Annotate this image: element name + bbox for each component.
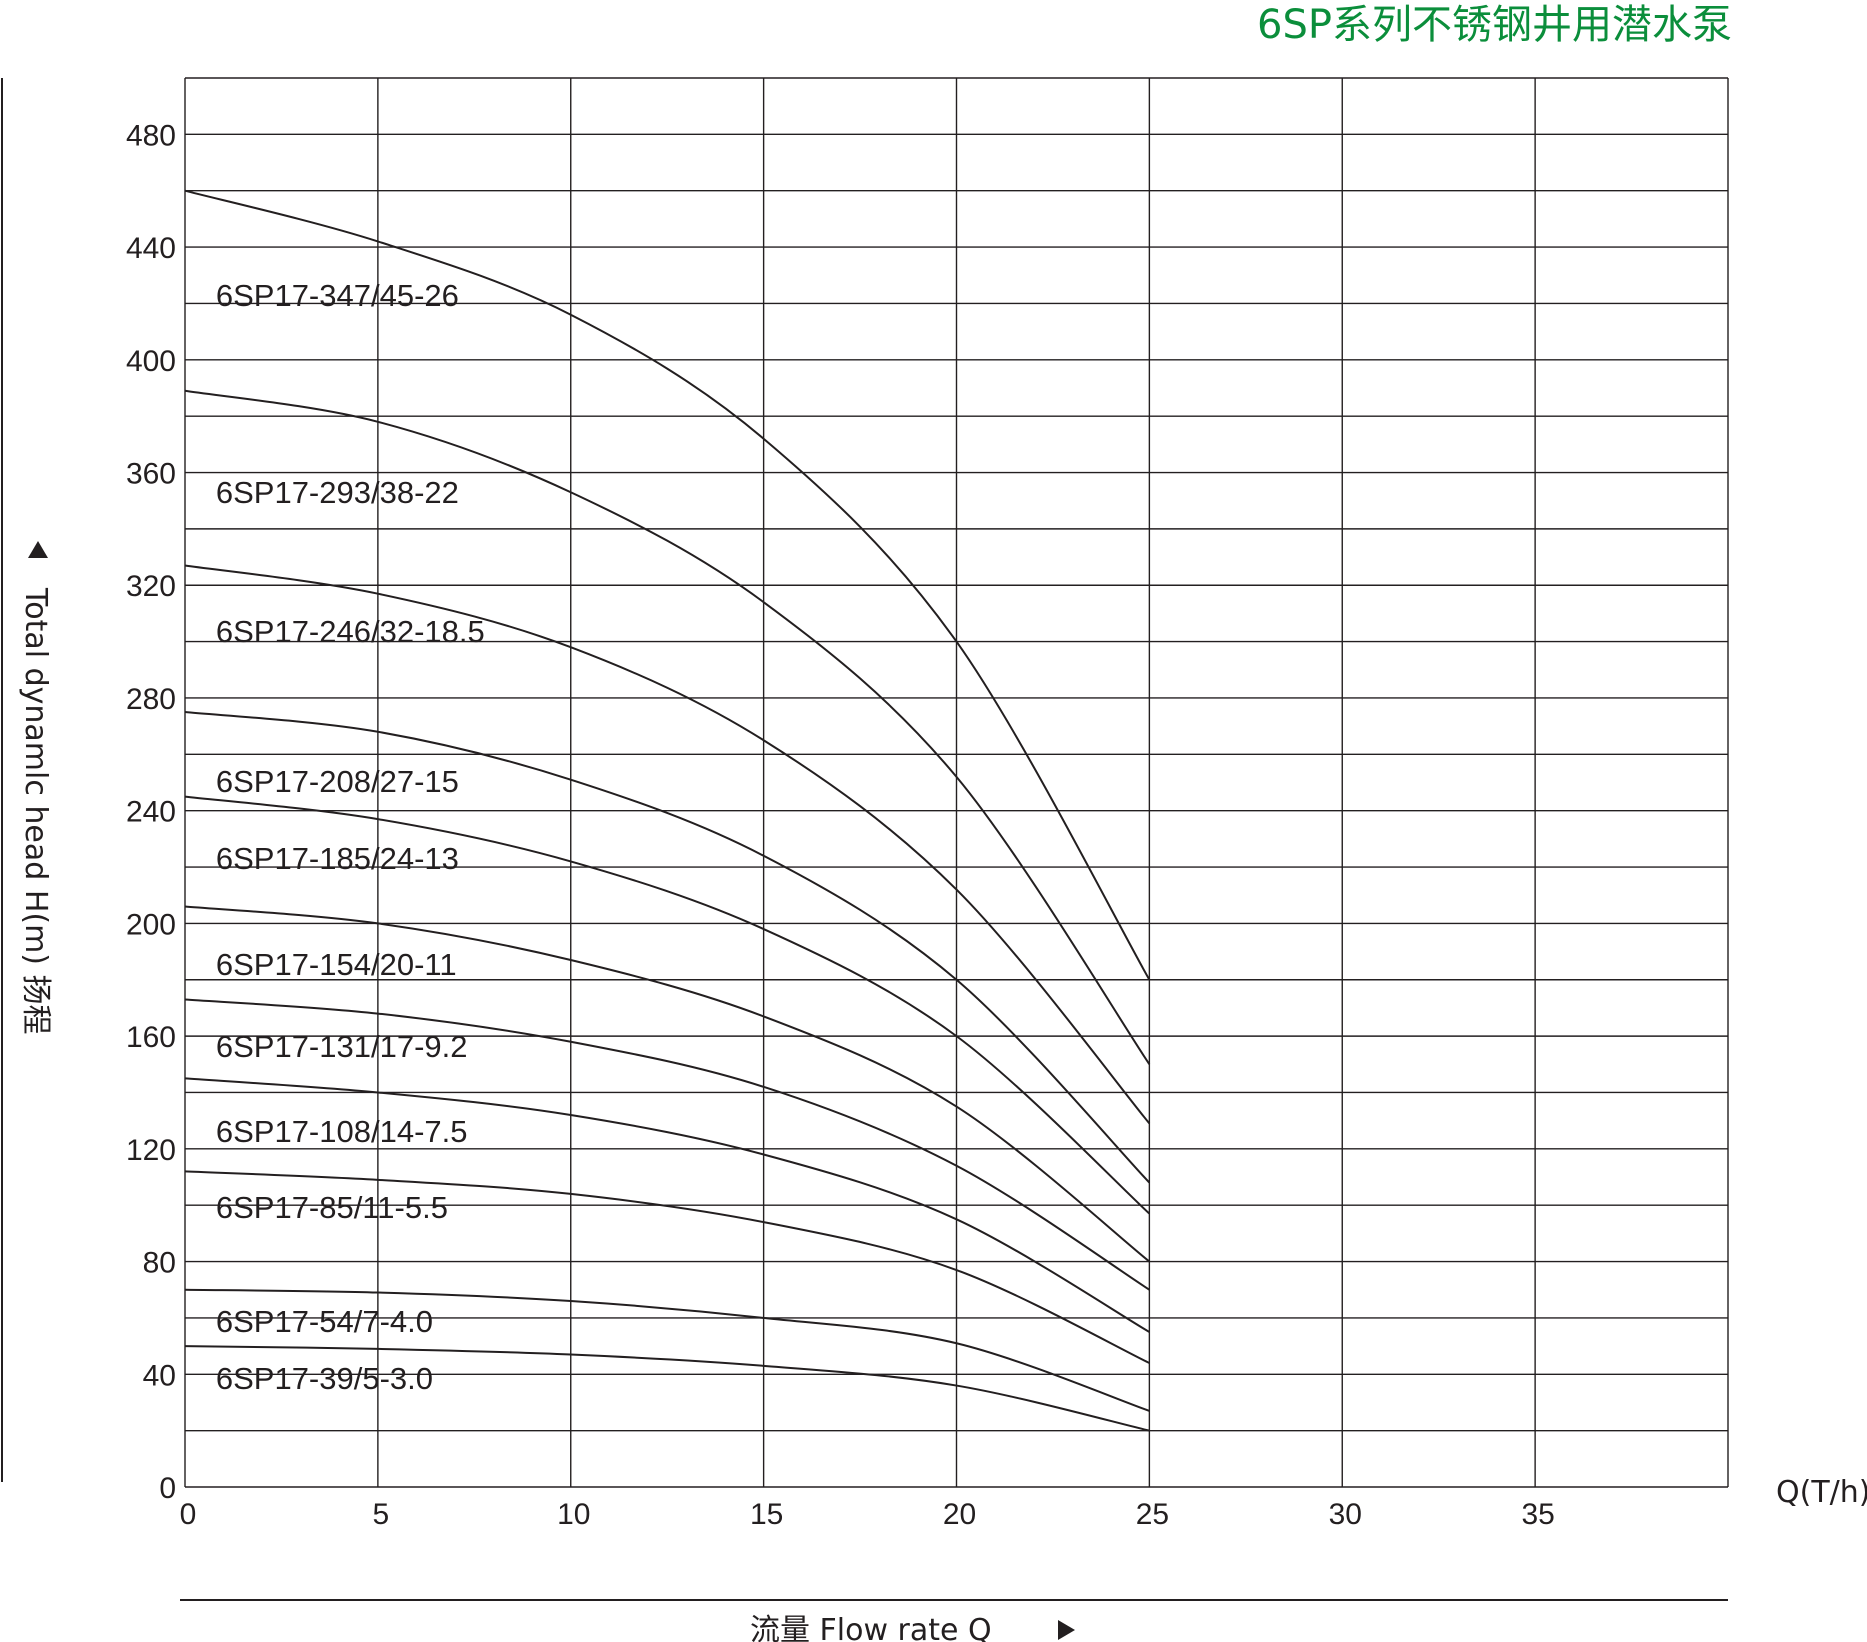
y-tick-label: 320 [126,570,176,603]
series-label: 6SP17-131/17-9.2 [216,1029,468,1064]
series-label: 6SP17-85/11-5.5 [216,1190,448,1225]
series-curve [184,711,1151,1184]
y-tick-label: 160 [126,1021,176,1054]
x-tick-label: 5 [373,1498,390,1531]
y-tick-label: 280 [126,683,176,716]
axis-ticks: 0 5 10 15 20 25 30 35 0 40 80 120 160 200 240 280 320 360… [126,119,1555,1531]
chart-title: 6SP系列不锈钢井用潜水泵 [1257,2,1732,48]
series-curve [184,795,1151,1215]
y-tick-label: 440 [126,232,176,265]
series-curve [184,1170,1150,1364]
series-curve [184,998,1150,1291]
x-tick-label: 10 [557,1498,590,1531]
y-tick-label: 200 [126,908,176,941]
series-curve [184,905,1151,1263]
y-tick-label: 40 [143,1359,176,1392]
series-label: 6SP17-293/38-22 [216,475,459,510]
x-tick-label: 30 [1329,1498,1362,1531]
series-label: 6SP17-154/20-11 [216,947,457,982]
x-tick-label: 15 [750,1498,783,1531]
plot-grid [184,77,1729,1488]
series-labels: 6SP17-347/45-26 6SP17-293/38-22 6SP17-246/… [216,278,485,1396]
series-label: 6SP17-108/14-7.5 [216,1114,468,1149]
performance-curves [184,189,1151,1432]
series-curve [184,1077,1150,1333]
x-tick-label: 35 [1521,1498,1554,1531]
series-curve [184,564,1151,1125]
series-label: 6SP17-208/27-15 [216,764,459,799]
y-axis-arrow-icon [28,541,48,558]
series-curve [184,189,1151,981]
x-tick-label: 0 [180,1498,197,1531]
x-axis-arrow-icon [1058,1620,1075,1640]
y-tick-label: 240 [126,796,176,829]
x-tick-label: 25 [1136,1498,1169,1531]
series-label: 6SP17-54/7-4.0 [216,1304,433,1339]
series-label: 6SP17-185/24-13 [216,841,459,876]
y-tick-label: 360 [126,458,176,491]
series-label: 6SP17-347/45-26 [216,278,459,313]
series-curve [184,1288,1150,1412]
y-tick-label: 0 [159,1472,176,1505]
series-label: 6SP17-39/5-3.0 [216,1361,433,1396]
y-tick-label: 400 [126,345,176,378]
y-tick-label: 120 [126,1134,176,1167]
y-tick-label: 480 [126,119,176,152]
x-tick-label: 20 [943,1498,976,1531]
y-axis-title: Total dynamlc head H(m) 扬程 [18,587,53,1035]
series-label: 6SP17-246/32-18.5 [216,614,485,649]
series-curve [184,1345,1150,1432]
x-unit-label: Q(T/h) [1776,1475,1867,1510]
y-tick-label: 80 [143,1247,176,1280]
x-axis-title: 流量 Flow rate Q [750,1613,992,1642]
series-curve [184,389,1151,1065]
